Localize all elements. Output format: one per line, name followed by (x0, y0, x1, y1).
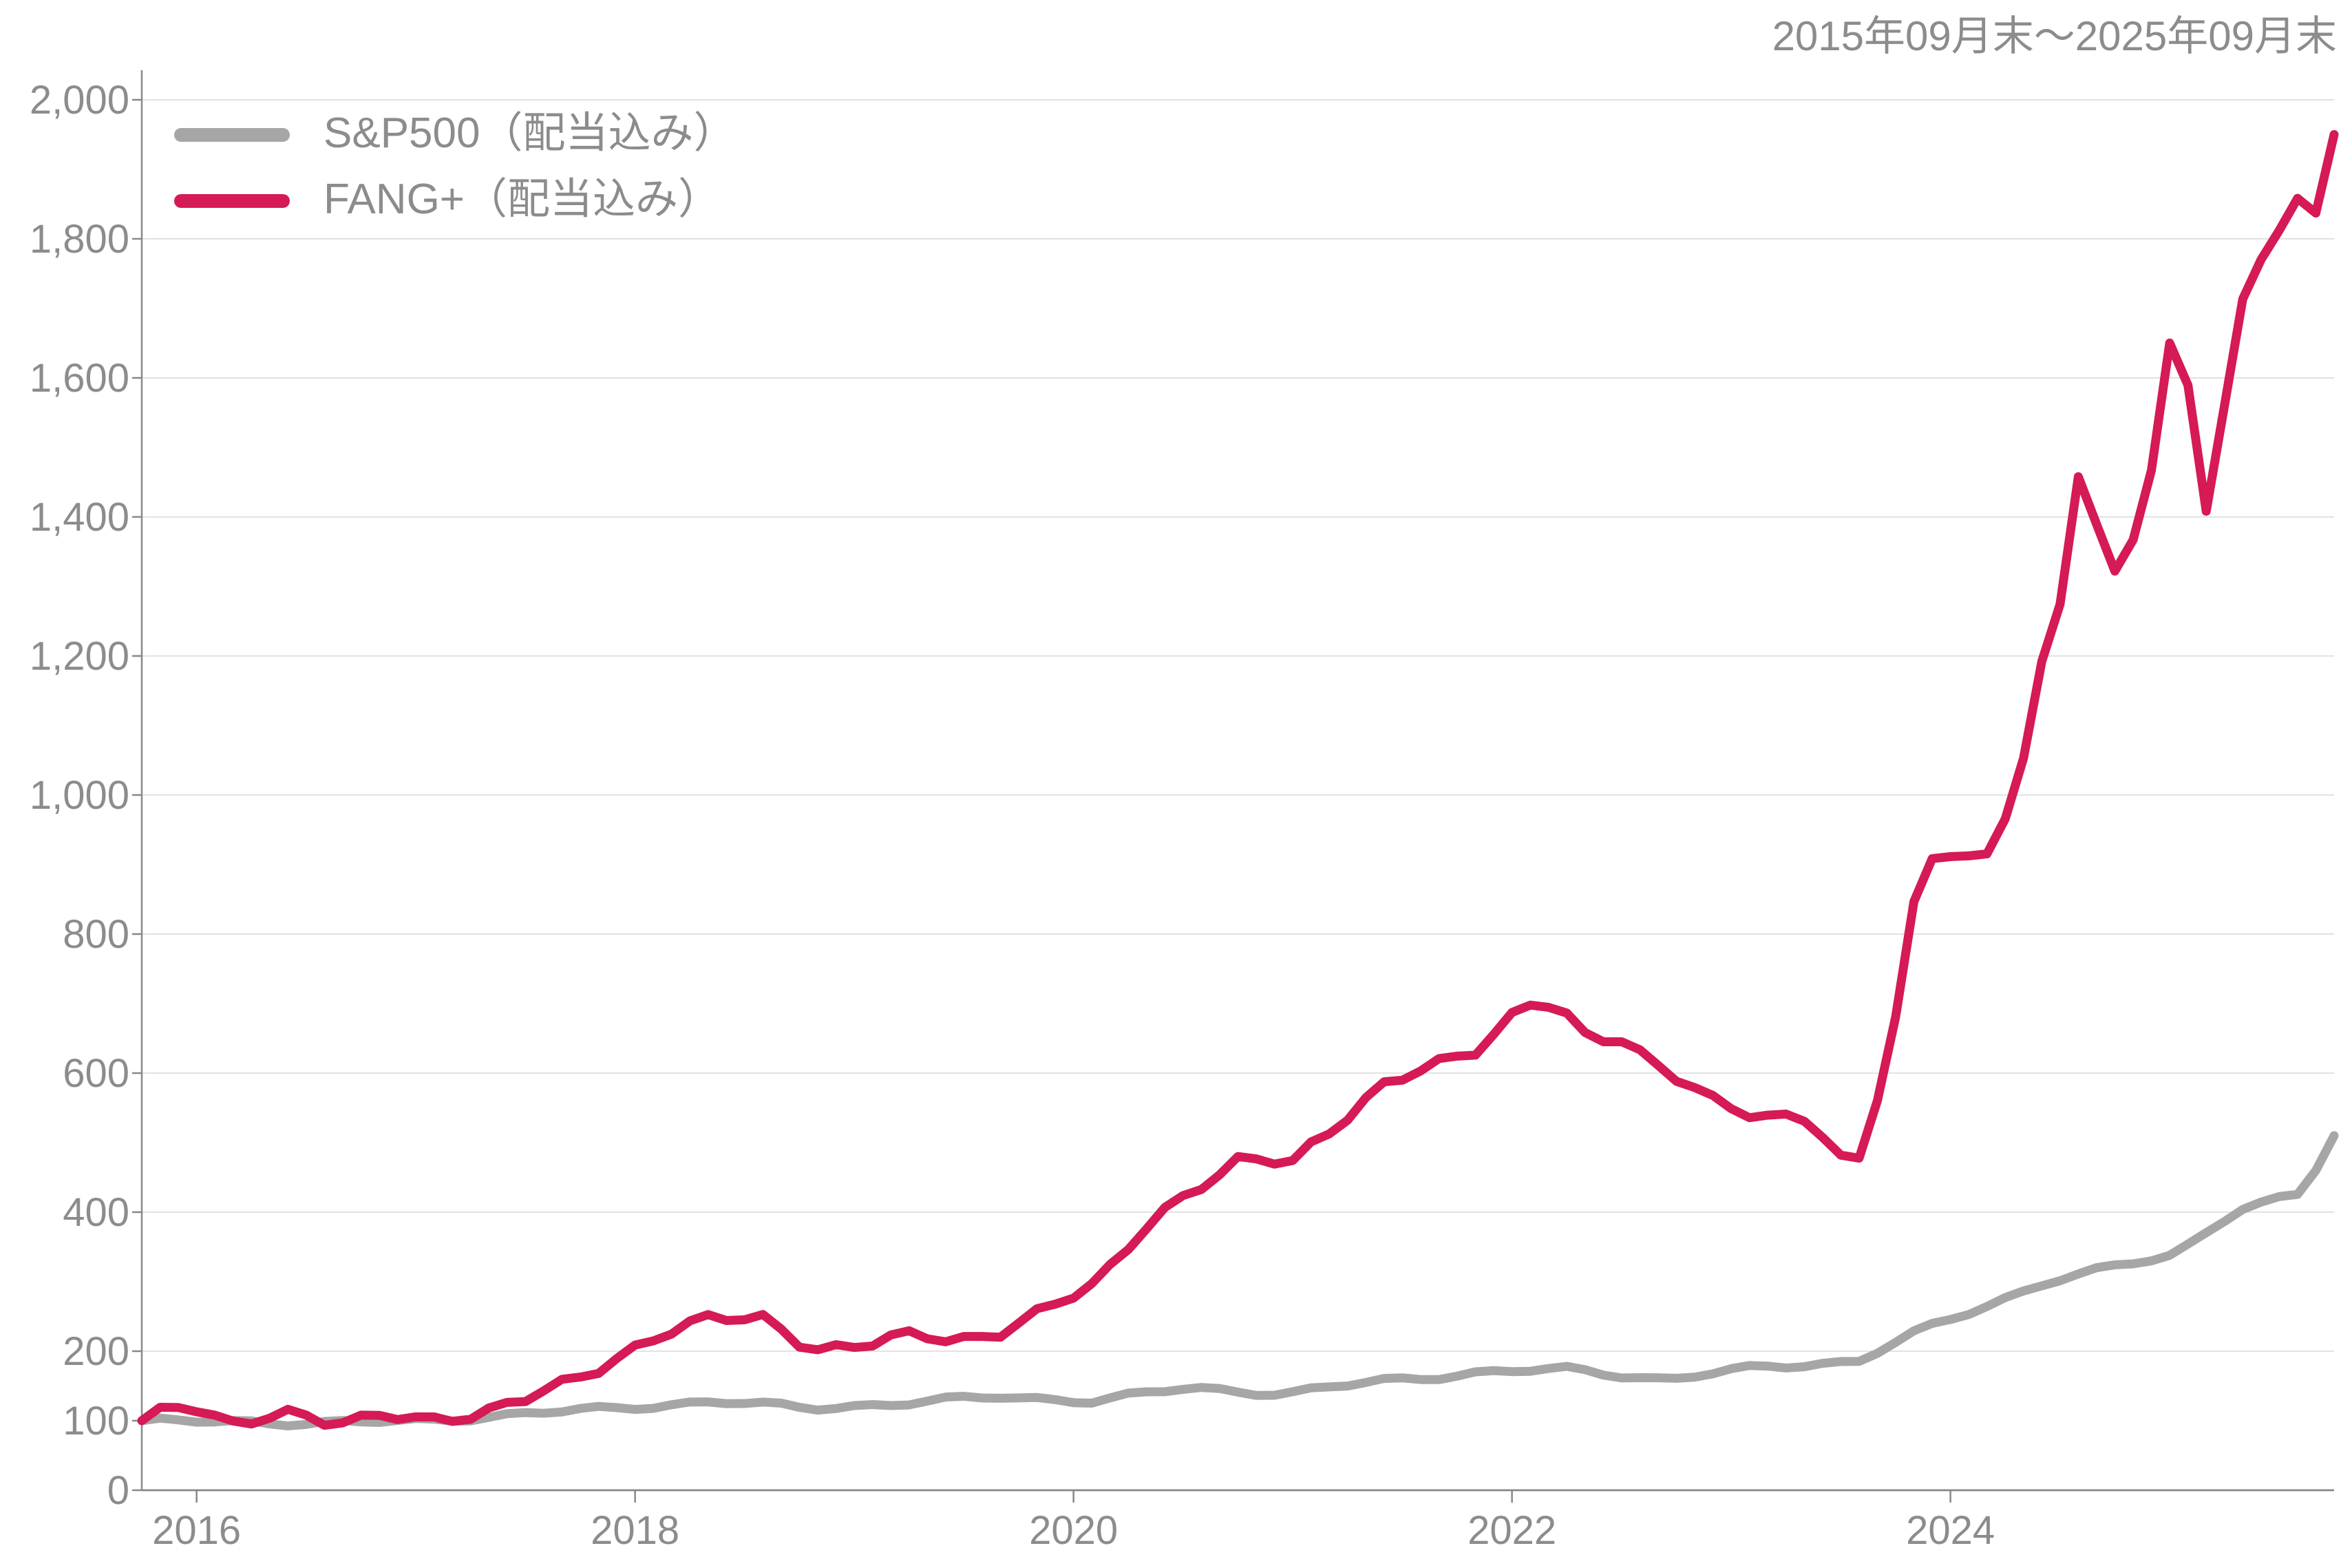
svg-text:1,600: 1,600 (30, 356, 129, 401)
svg-text:2016: 2016 (152, 1508, 241, 1553)
svg-text:FANG+（配当込み）: FANG+（配当込み） (324, 176, 721, 223)
svg-text:2,000: 2,000 (30, 78, 129, 123)
svg-text:800: 800 (63, 912, 129, 957)
svg-text:1,400: 1,400 (30, 495, 129, 540)
svg-text:2024: 2024 (1906, 1508, 1995, 1553)
svg-text:600: 600 (63, 1051, 129, 1096)
svg-text:2018: 2018 (591, 1508, 679, 1553)
svg-text:2020: 2020 (1029, 1508, 1118, 1553)
svg-text:1,200: 1,200 (30, 634, 129, 679)
svg-text:2022: 2022 (1468, 1508, 1556, 1553)
svg-text:100: 100 (63, 1399, 129, 1443)
svg-text:1,000: 1,000 (30, 773, 129, 818)
svg-text:2015年09月末〜2025年09月末: 2015年09月末〜2025年09月末 (1772, 13, 2337, 59)
svg-text:0: 0 (107, 1468, 129, 1513)
svg-text:1,800: 1,800 (30, 217, 129, 262)
svg-text:400: 400 (63, 1190, 129, 1235)
svg-text:200: 200 (63, 1329, 129, 1374)
svg-text:S&P500（配当込み）: S&P500（配当込み） (324, 109, 737, 157)
